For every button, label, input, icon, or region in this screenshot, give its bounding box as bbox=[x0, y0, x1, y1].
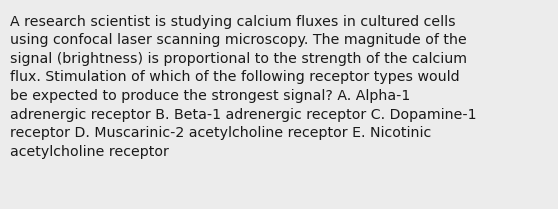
Text: A research scientist is studying calcium fluxes in cultured cells
using confocal: A research scientist is studying calcium… bbox=[10, 15, 477, 159]
